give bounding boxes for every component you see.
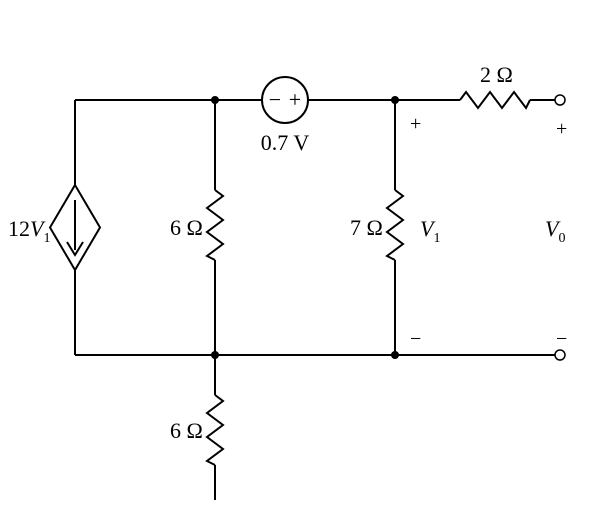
- label-7ohm: 7 Ω: [350, 215, 383, 240]
- node-top-b: [391, 96, 399, 104]
- label-vsrc: 0.7 V: [261, 130, 310, 155]
- label-6ohm-b: 6 Ω: [170, 418, 203, 443]
- resistor-2ohm: [460, 92, 530, 108]
- label-6ohm-a: 6 Ω: [170, 215, 203, 240]
- resistor-6ohm-a: [207, 190, 223, 260]
- vsrc-minus: −: [269, 87, 281, 112]
- terminal-top: [555, 95, 565, 105]
- vsrc-plus: +: [289, 87, 301, 112]
- node-top-a: [211, 96, 219, 104]
- vo-minus: −: [556, 328, 567, 350]
- resistor-7ohm: [387, 190, 403, 260]
- svg-text:V0: V0: [545, 216, 565, 246]
- label-2ohm: 2 Ω: [480, 62, 513, 87]
- svg-text:V1: V1: [420, 216, 440, 246]
- label-v1: V1: [420, 216, 440, 246]
- node-bot-b: [391, 351, 399, 359]
- node-bot-a: [211, 351, 219, 359]
- v1-plus: +: [410, 113, 421, 135]
- dep-source-label: 12V1: [8, 216, 50, 246]
- resistor-6ohm-b: [207, 395, 223, 465]
- svg-text:12V1: 12V1: [8, 216, 50, 246]
- vo-plus: +: [556, 118, 567, 140]
- v1-minus: −: [410, 328, 421, 350]
- voltage-source: − +: [262, 77, 308, 123]
- label-vo: V0: [545, 216, 565, 246]
- dependent-current-source: [50, 185, 100, 270]
- terminal-bot: [555, 350, 565, 360]
